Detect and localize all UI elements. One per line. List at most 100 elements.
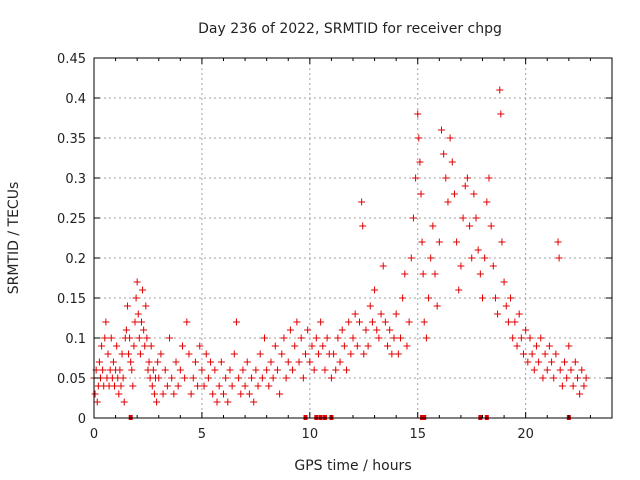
y-tick-label: 0.45 [57,52,86,67]
data-point [446,134,454,142]
data-point [163,382,171,390]
data-point [99,366,107,374]
data-point [360,350,368,358]
data-point [431,270,439,278]
data-point [416,158,424,166]
data-point [359,222,367,230]
data-point [198,366,206,374]
y-tick-label: 0.05 [57,372,86,387]
data-point [440,150,448,158]
data-point [226,366,234,374]
data-point [91,390,99,398]
data-point [128,366,136,374]
data-point [181,374,189,382]
data-point [284,358,292,366]
data-point [304,326,312,334]
data-point [422,334,430,342]
axis-ticks: 0 0.05 0.1 0.15 0.2 0.25 0.3 0.35 0.4 0.45 0 5 10 15 2… [57,52,613,442]
data-point [392,310,400,318]
data-point [139,286,147,294]
data-point [327,374,335,382]
data-point [485,174,493,182]
data-point [323,334,331,342]
data-point [269,374,277,382]
data-point [463,174,471,182]
data-point [373,326,381,334]
data-point [117,382,125,390]
y-tick-label: 0.2 [65,252,86,267]
data-point [113,342,121,350]
data-point [399,294,407,302]
data-point [353,342,361,350]
data-point [150,390,158,398]
data-point [386,326,394,334]
data-point [576,390,584,398]
data-point [427,254,435,262]
data-point [123,302,131,310]
data-point [297,334,305,342]
data-point [187,390,195,398]
data-point [129,382,137,390]
data-point [278,350,286,358]
data-point [569,382,577,390]
data-point [133,278,141,286]
data-point [126,334,134,342]
data-point [507,294,515,302]
data-point [265,382,273,390]
data-point [136,350,144,358]
data-point [134,310,142,318]
y-tick-label: 0.3 [65,172,86,187]
data-point [310,366,318,374]
data-point [550,374,558,382]
data-point [111,382,119,390]
data-point [104,350,112,358]
data-point [101,334,109,342]
data-point [153,398,161,406]
data-point [498,238,506,246]
data-point [535,358,543,366]
data-point [132,294,140,302]
data-point [137,318,145,326]
data-point [537,334,545,342]
data-point [148,382,156,390]
data-point [479,294,486,302]
data-point [204,374,212,382]
data-point [466,222,474,230]
data-point [457,262,465,270]
data-point [414,110,422,118]
data-point [494,310,502,318]
data-point [220,390,227,398]
data-point [267,358,275,366]
data-point [417,190,425,198]
data-point [541,350,549,358]
data-point [131,318,139,326]
data-point [500,278,508,286]
data-point [154,358,162,366]
y-tick-label: 0.25 [57,212,86,227]
data-point [375,334,383,342]
data-point [95,358,103,366]
grid-layer [94,58,612,418]
data-point [127,358,135,366]
data-point [565,342,573,350]
data-point [107,334,115,342]
data-point [215,382,223,390]
data-point [539,374,547,382]
data-point [338,326,346,334]
data-point [396,334,404,342]
data-point [102,318,110,326]
data-point [442,174,450,182]
data-point [530,366,538,374]
data-point [394,350,402,358]
data-point [312,334,320,342]
data-point [555,254,563,262]
y-tick-label: 0.15 [57,292,86,307]
data-point [571,358,579,366]
data-point [330,350,338,358]
data-point [168,374,176,382]
data-point [556,366,564,374]
x-tick-label: 10 [302,427,319,442]
data-point [384,342,392,350]
data-point [513,342,521,350]
